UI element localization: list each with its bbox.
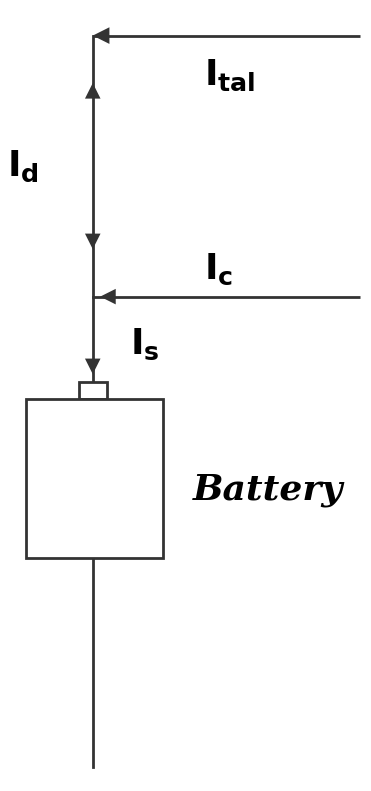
Bar [26, 399, 163, 558]
Text: $\mathbf{I_d}$: $\mathbf{I_d}$ [7, 149, 39, 184]
Text: $\mathbf{I_s}$: $\mathbf{I_s}$ [130, 327, 160, 361]
Text: Battery: Battery [193, 474, 343, 507]
Bar [79, 382, 107, 399]
Text: $\mathbf{I_{tal}}$: $\mathbf{I_{tal}}$ [204, 58, 256, 93]
Text: $\mathbf{I_c}$: $\mathbf{I_c}$ [204, 252, 233, 286]
